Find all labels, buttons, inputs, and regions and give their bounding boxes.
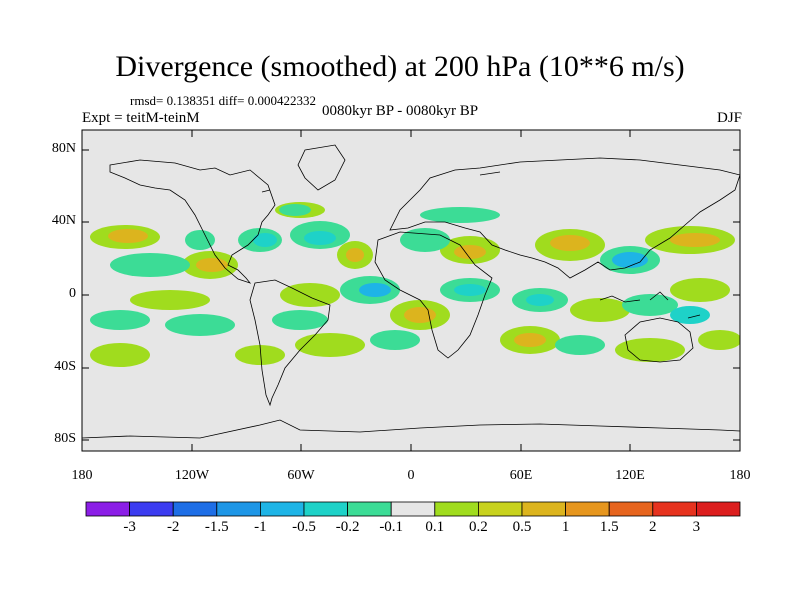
colorbar-label: -1.5 <box>204 519 229 535</box>
lon-label-60W: 60W <box>287 468 315 483</box>
colorbar-swatch <box>129 501 174 517</box>
coast-eurasia <box>389 157 740 279</box>
colorbar-swatch <box>477 501 523 517</box>
lon-label-120W: 120W <box>174 468 210 483</box>
colorbar-swatch <box>216 501 261 517</box>
stats-text: rmsd= 0.138351 diff= 0.000422332 <box>130 93 316 108</box>
colorbar-swatch <box>608 501 654 517</box>
field-patch <box>196 258 228 272</box>
lon-label-180b: 180 <box>729 468 751 483</box>
field-patch <box>235 345 285 365</box>
lat-label-40S: 40S <box>54 359 76 374</box>
colorbar-swatch <box>565 501 610 517</box>
field-patch <box>110 253 190 277</box>
colorbar-label: 0.1 <box>425 519 445 535</box>
divergence-field <box>90 202 740 367</box>
field-patch <box>612 252 648 268</box>
field-patch <box>304 231 336 245</box>
lon-label-60E: 60E <box>509 468 533 483</box>
colorbar-swatch <box>521 501 566 517</box>
field-patch <box>570 298 630 322</box>
colorbar-label: -0.1 <box>379 519 404 535</box>
lat-label-40N: 40N <box>51 213 76 228</box>
period-label: 0080kyr BP - 0080kyr BP <box>322 103 479 119</box>
field-patch <box>670 233 720 247</box>
lat-label-80N: 80N <box>51 141 76 156</box>
coastlines <box>82 144 740 439</box>
field-patch <box>615 338 685 362</box>
field-patch <box>185 230 215 250</box>
field-patch <box>514 333 546 347</box>
coast-greenland <box>297 144 346 191</box>
colorbar-swatch <box>259 501 305 517</box>
field-patch <box>670 278 730 302</box>
field-patch <box>698 330 740 350</box>
colorbar-label: -0.5 <box>292 519 316 535</box>
field-patch <box>165 314 235 336</box>
field-patch <box>130 290 210 310</box>
colorbar-label: -3 <box>123 519 136 535</box>
colorbar-swatch <box>347 501 392 517</box>
field-patch <box>295 333 365 357</box>
coast-australia <box>624 317 694 363</box>
field-patch <box>359 283 391 297</box>
field-patch <box>454 284 486 296</box>
colorbar-label: 0.5 <box>512 519 532 535</box>
field-patch <box>670 306 710 324</box>
field-patch <box>253 233 277 247</box>
colorbar-swatch <box>696 501 741 517</box>
field-patch <box>90 310 150 330</box>
field-patch <box>555 335 605 355</box>
field-patch <box>346 248 364 262</box>
colorbar-swatch <box>390 501 436 517</box>
colorbar-label: 1 <box>561 519 570 535</box>
field-patch <box>400 228 450 252</box>
coast-south-america <box>249 279 331 407</box>
plot-title: Divergence (smoothed) at 200 hPa (10**6 … <box>115 50 685 83</box>
field-patch <box>370 330 420 350</box>
lat-label-80S: 80S <box>54 431 76 446</box>
colorbar <box>85 501 741 517</box>
colorbar-swatch <box>434 501 479 517</box>
lat-label-0: 0 <box>69 286 76 301</box>
field-patch <box>272 310 328 330</box>
colorbar-swatch <box>172 501 218 517</box>
map-ticks <box>81 130 741 451</box>
coast-north-america <box>109 159 276 284</box>
field-patch <box>420 207 500 223</box>
lon-label-120E: 120E <box>615 468 645 483</box>
coast-africa <box>374 231 493 359</box>
lon-label-0: 0 <box>407 468 415 483</box>
colorbar-swatch <box>303 501 348 517</box>
coast-antarctica <box>82 419 740 439</box>
field-patch <box>550 235 590 251</box>
field-patch <box>280 283 340 307</box>
field-patch <box>279 204 311 216</box>
colorbar-swatch <box>652 501 697 517</box>
field-patch <box>622 294 678 316</box>
colorbar-label: 2 <box>649 519 657 535</box>
experiment-label: Expt = teitM-teinM <box>82 110 200 126</box>
field-patch <box>90 343 150 367</box>
field-patch <box>404 307 436 323</box>
lon-label-180: 180 <box>71 468 93 483</box>
colorbar-label: 0.2 <box>469 519 488 535</box>
field-patch <box>108 229 148 243</box>
colorbar-label: -1 <box>254 519 267 535</box>
colorbar-label: 1.5 <box>599 519 619 535</box>
field-patch <box>526 294 554 306</box>
field-patch <box>454 245 486 259</box>
coast-islands <box>261 171 701 319</box>
colorbar-swatch <box>85 501 130 517</box>
colorbar-label: 3 <box>692 519 701 535</box>
colorbar-label: -0.2 <box>335 519 360 535</box>
season-label: DJF <box>716 110 742 126</box>
map-background <box>82 130 740 451</box>
colorbar-label: -2 <box>166 519 180 535</box>
